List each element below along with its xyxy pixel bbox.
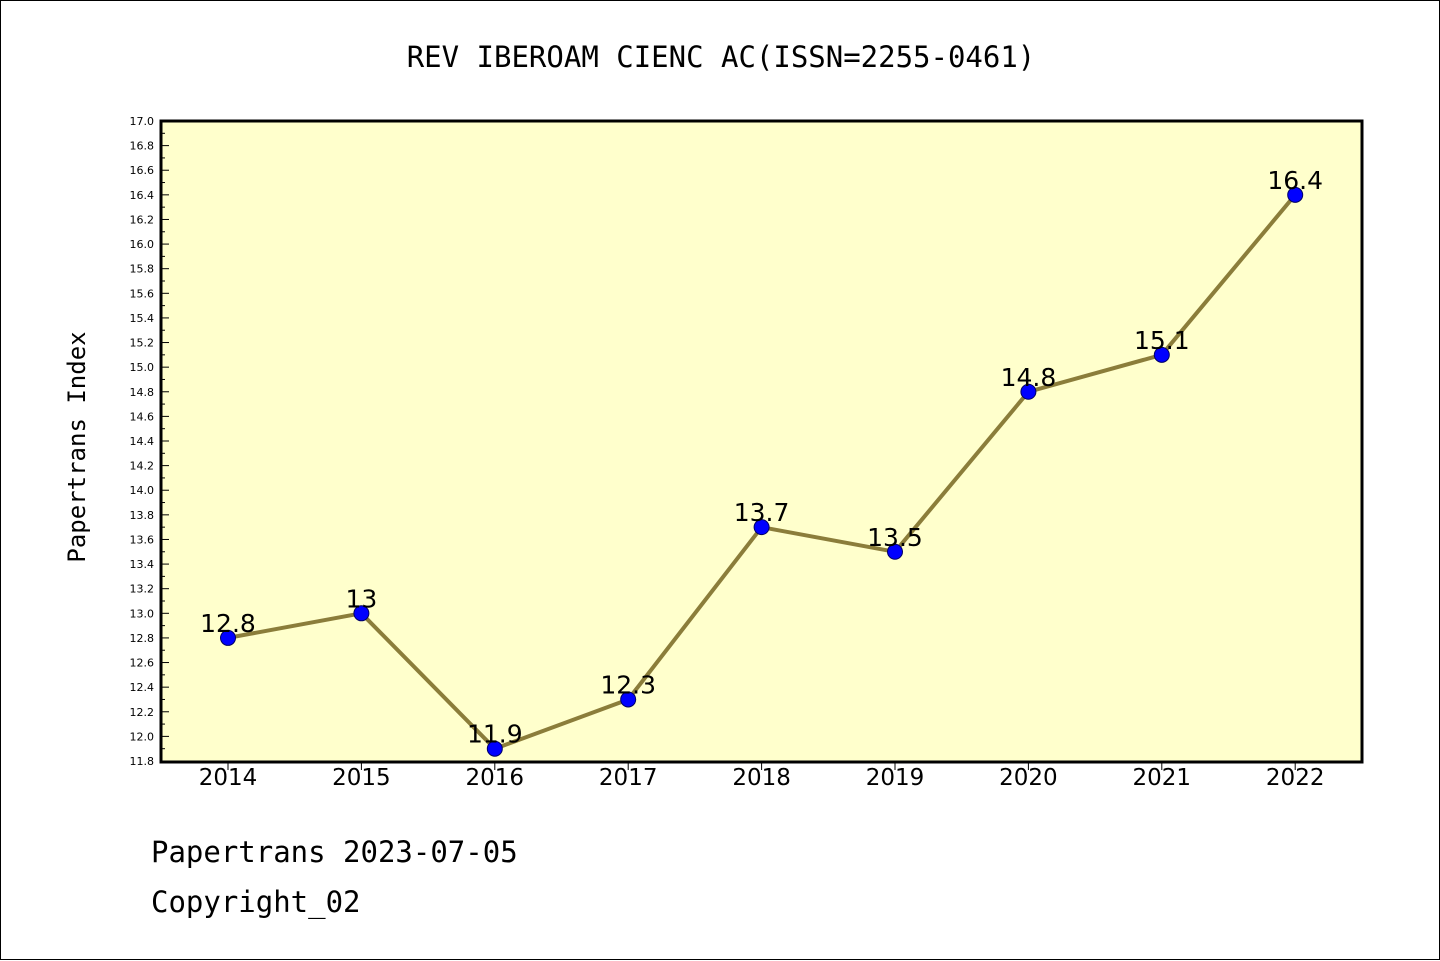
y-tick-label: 14.2 — [130, 460, 155, 473]
y-tick-label: 13.8 — [130, 509, 155, 522]
y-tick-label: 17.0 — [130, 115, 155, 128]
y-axis-label: Papertrans Index — [63, 331, 91, 562]
y-tick-label: 16.6 — [130, 164, 155, 177]
data-point — [753, 519, 770, 536]
chart-title: REV IBEROAM CIENC AC(ISSN=2255-0461) — [407, 40, 1036, 74]
y-tick-label: 11.8 — [130, 755, 155, 768]
y-tick-label: 14.0 — [130, 484, 155, 497]
y-tick-label: 15.8 — [130, 263, 155, 276]
y-tick-label: 13.6 — [130, 533, 155, 546]
y-tick-label: 12.0 — [130, 730, 155, 743]
y-tick-label: 13.2 — [130, 583, 155, 596]
y-tick-label: 16.8 — [130, 140, 155, 153]
y-tick-label: 16.2 — [130, 213, 155, 226]
data-point — [1020, 383, 1037, 400]
data-label: 16.4 — [1267, 166, 1323, 195]
y-tick-label: 14.6 — [130, 410, 155, 423]
x-tick-label: 2020 — [999, 765, 1058, 791]
y-tick-label: 14.8 — [130, 386, 155, 399]
y-tick-label: 12.2 — [130, 706, 155, 719]
y-tick-label: 12.6 — [130, 657, 155, 670]
data-label: 12.8 — [200, 609, 256, 638]
x-tick-label: 2018 — [732, 765, 791, 791]
data-label: 12.3 — [600, 670, 656, 699]
y-tick-label: 15.2 — [130, 337, 155, 350]
x-tick-label: 2019 — [866, 765, 925, 791]
plot-area — [159, 119, 1364, 764]
data-point — [220, 629, 236, 646]
x-tick-label: 2017 — [599, 765, 658, 791]
y-tick-label: 15.0 — [130, 361, 155, 374]
data-point — [353, 605, 370, 622]
y-axis-ticks: 11.8 12.0 12.2 12.4 12.6 12.8 13.0 13.2 13.4 13.6… — [130, 115, 169, 768]
data-point — [486, 740, 503, 757]
y-tick-label: 15.4 — [130, 312, 155, 325]
y-tick-label: 13.0 — [130, 607, 155, 620]
x-tick-label: 2015 — [332, 765, 391, 791]
y-tick-label: 14.4 — [130, 435, 155, 448]
x-tick-label: 2016 — [466, 765, 525, 791]
data-point — [1153, 346, 1170, 363]
x-tick-label: 2014 — [199, 765, 258, 791]
x-tick-label: 2022 — [1266, 765, 1325, 791]
data-point — [887, 543, 903, 560]
footer-source: Papertrans 2023-07-05 — [151, 835, 518, 869]
data-label: 13 — [345, 584, 377, 613]
data-label: 15.1 — [1134, 326, 1190, 355]
data-labels: 12.8 13 11.9 12.3 13.7 13.5 14.8 15.1 16.4 — [200, 166, 1323, 749]
data-markers — [220, 186, 1304, 757]
footer-copyright: Copyright_02 — [151, 885, 361, 919]
data-label: 14.8 — [1001, 363, 1057, 392]
y-tick-label: 12.4 — [130, 681, 155, 694]
y-tick-label: 16.0 — [130, 238, 155, 251]
data-point — [620, 691, 637, 708]
data-label: 13.7 — [734, 498, 790, 527]
x-tick-label: 2021 — [1133, 765, 1192, 791]
x-axis-ticks: 2014 2015 2016 2017 2018 2019 2020 2021 2022 — [199, 762, 1325, 791]
y-tick-label: 16.4 — [130, 189, 155, 202]
y-tick-label: 12.8 — [130, 632, 155, 645]
data-point — [1287, 186, 1304, 203]
data-label: 11.9 — [467, 720, 523, 749]
y-tick-label: 13.4 — [130, 558, 155, 571]
data-label: 13.5 — [867, 523, 923, 552]
y-tick-label: 15.6 — [130, 287, 155, 300]
